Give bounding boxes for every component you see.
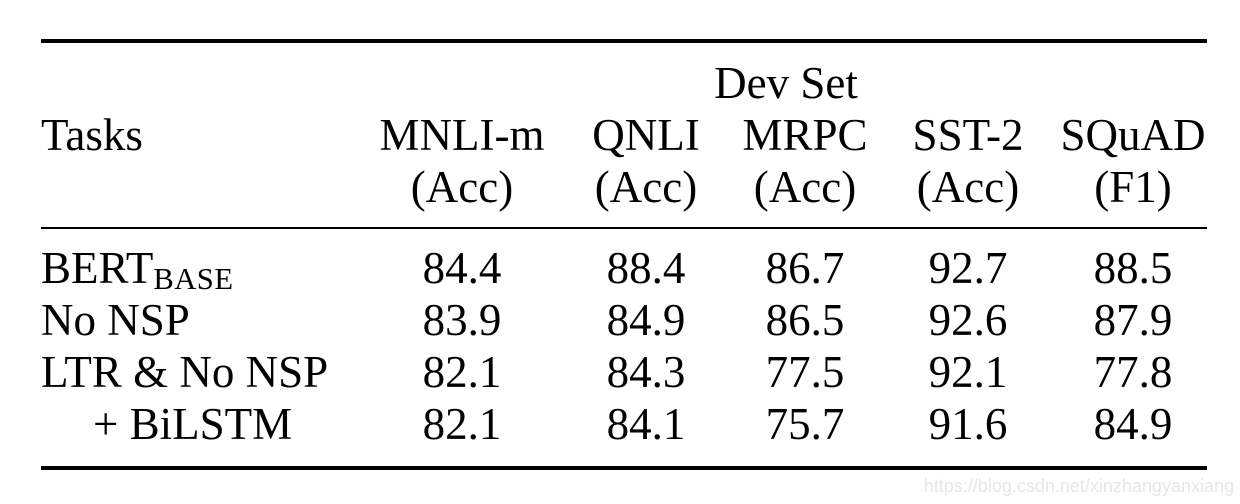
cell-value: 88.5 bbox=[1093, 243, 1173, 293]
group-header-dev-set: Dev Set bbox=[714, 58, 858, 108]
cell-value: 84.3 bbox=[606, 347, 686, 397]
table-body: BERTBASE 84.4 88.4 86.7 92.7 88.5 No NSP… bbox=[41, 242, 1207, 450]
column-header-mnli-m: MNLI-m bbox=[379, 110, 545, 160]
table-top-rule bbox=[41, 39, 1207, 43]
spacer-cell bbox=[41, 161, 365, 213]
cell-value: 86.5 bbox=[765, 295, 845, 345]
cell-value: 92.1 bbox=[928, 347, 1008, 397]
row-label-text: LTR & No NSP bbox=[41, 347, 329, 397]
column-header-sst-2: SST-2 bbox=[912, 110, 1024, 160]
cell-value: 75.7 bbox=[765, 399, 845, 449]
column-name-row: Tasks MNLI-m QNLI MRPC SST-2 SQuAD bbox=[41, 109, 1207, 161]
cell-value: 77.5 bbox=[765, 347, 845, 397]
row-label-text: No NSP bbox=[41, 295, 190, 345]
cell-value: 86.7 bbox=[765, 243, 845, 293]
row-label: BERTBASE bbox=[41, 242, 365, 294]
group-header-row: Dev Set bbox=[41, 57, 1207, 109]
cell-value: 91.6 bbox=[928, 399, 1008, 449]
cell-value: 92.6 bbox=[928, 295, 1008, 345]
table-row-no-nsp: No NSP 83.9 84.9 86.5 92.6 87.9 bbox=[41, 294, 1207, 346]
row-label: + BiLSTM bbox=[41, 398, 365, 450]
cell-value: 84.4 bbox=[422, 243, 502, 293]
cell-value: 84.1 bbox=[606, 399, 686, 449]
column-metric-qnli: (Acc) bbox=[594, 162, 698, 212]
cell-value: 84.9 bbox=[1093, 399, 1173, 449]
table-header: Dev Set Tasks MNLI-m QNLI MRPC SST-2 SQu… bbox=[41, 57, 1207, 213]
cell-value: 82.1 bbox=[422, 347, 502, 397]
cell-value: 84.9 bbox=[606, 295, 686, 345]
table-bottom-rule bbox=[41, 466, 1207, 470]
column-header-tasks: Tasks bbox=[41, 110, 143, 160]
column-header-mrpc: MRPC bbox=[742, 110, 868, 160]
table-header-rule bbox=[41, 227, 1207, 229]
column-metric-squad: (F1) bbox=[1094, 162, 1172, 212]
row-label: LTR & No NSP bbox=[41, 346, 365, 398]
column-metric-mnli-m: (Acc) bbox=[410, 162, 514, 212]
cell-value: 77.8 bbox=[1093, 347, 1173, 397]
watermark-url: https://blog.csdn.net/xinzhangyanxiang bbox=[923, 476, 1234, 496]
column-metric-row: (Acc) (Acc) (Acc) (Acc) (F1) bbox=[41, 161, 1207, 213]
row-label: No NSP bbox=[41, 294, 365, 346]
row-label-text: + BiLSTM bbox=[93, 399, 293, 449]
cell-value: 88.4 bbox=[606, 243, 686, 293]
cell-value: 92.7 bbox=[928, 243, 1008, 293]
column-metric-sst-2: (Acc) bbox=[916, 162, 1020, 212]
table-row-bilstm: + BiLSTM 82.1 84.1 75.7 91.6 84.9 bbox=[41, 398, 1207, 450]
column-header-qnli: QNLI bbox=[592, 110, 700, 160]
row-label-subscript: BASE bbox=[153, 261, 234, 296]
column-header-squad: SQuAD bbox=[1060, 110, 1206, 160]
row-label-text: BERT bbox=[41, 243, 154, 293]
column-metric-mrpc: (Acc) bbox=[753, 162, 857, 212]
table-row-ltr-no-nsp: LTR & No NSP 82.1 84.3 77.5 92.1 77.8 bbox=[41, 346, 1207, 398]
table-row-bert-base: BERTBASE 84.4 88.4 86.7 92.7 88.5 bbox=[41, 242, 1207, 294]
cell-value: 82.1 bbox=[422, 399, 502, 449]
cell-value: 83.9 bbox=[422, 295, 502, 345]
cell-value: 87.9 bbox=[1093, 295, 1173, 345]
